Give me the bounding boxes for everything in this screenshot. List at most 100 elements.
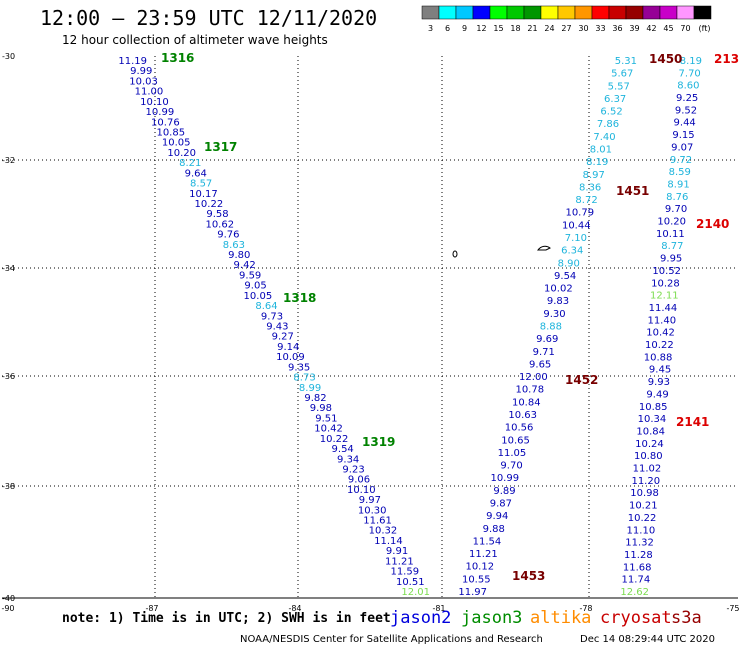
- swh-value: 10.42: [314, 424, 343, 435]
- legend-cryosat: cryosat: [600, 608, 672, 628]
- colorbar-label: 6: [445, 24, 450, 33]
- swh-value: 8.19: [680, 56, 702, 67]
- swh-value: 9.59: [239, 270, 261, 281]
- timestamp-text: Dec 14 08:29:44 UTC 2020: [580, 634, 715, 645]
- island-marker: [452, 250, 458, 258]
- colorbar-swatch: [557, 5, 576, 20]
- swh-value: 8.77: [661, 241, 683, 252]
- credit-text: NOAA/NESDIS Center for Satellite Applica…: [240, 634, 543, 645]
- colorbar-swatch: [472, 5, 491, 20]
- swh-value: 9.82: [304, 393, 326, 404]
- swh-value: 9.15: [672, 130, 694, 141]
- swh-value: 9.34: [337, 454, 359, 465]
- swh-value: 10.20: [167, 148, 196, 159]
- swh-value: 10.17: [189, 189, 218, 200]
- swh-value: 10.63: [508, 410, 537, 421]
- colorbar-label: 33: [595, 24, 605, 33]
- swh-value: 10.85: [639, 402, 668, 413]
- swh-value: 9.58: [206, 209, 228, 220]
- swh-value: 11.14: [374, 536, 403, 547]
- colorbar-swatch: [642, 5, 661, 20]
- swh-value: 7.86: [597, 119, 619, 130]
- swh-value: 10.85: [156, 128, 185, 139]
- swh-value: 8.73: [293, 373, 315, 384]
- swh-value: 9.44: [674, 118, 696, 129]
- swh-value: 9.64: [185, 168, 207, 179]
- swh-value: 9.25: [676, 93, 698, 104]
- colorbar-swatch: [421, 5, 440, 20]
- swh-value: 10.22: [628, 513, 657, 524]
- lon-tick-label: -90: [1, 604, 14, 613]
- swh-value: 9.69: [536, 334, 558, 345]
- legend-altika: altika: [530, 608, 592, 628]
- swh-value: 9.51: [315, 413, 337, 424]
- swh-value: 8.90: [558, 258, 580, 269]
- colorbar-label: 27: [561, 24, 571, 33]
- swh-value: 10.52: [652, 266, 681, 277]
- swh-value: 11.00: [135, 87, 164, 98]
- colorbar-swatch: [591, 5, 610, 20]
- lon-tick-label: -84: [288, 604, 301, 613]
- lat-tick-label: -34: [2, 264, 15, 273]
- colorbar-swatch: [540, 5, 559, 20]
- colorbar-swatch: [693, 5, 712, 20]
- swh-value: 9.35: [288, 362, 310, 373]
- swh-value: 10.21: [629, 501, 658, 512]
- swh-value: 6.34: [561, 246, 583, 257]
- swh-value: 10.20: [657, 217, 686, 228]
- swh-value: 9.70: [665, 204, 687, 215]
- colorbar-label: 9: [462, 24, 467, 33]
- colorbar-label: (ft): [698, 24, 710, 33]
- swh-value: 11.44: [649, 303, 678, 314]
- swh-value: 9.43: [266, 322, 288, 333]
- swh-value: 10.22: [195, 199, 224, 210]
- swh-value: 9.54: [332, 444, 354, 455]
- swh-value: 11.28: [624, 550, 653, 561]
- swh-value: 10.44: [562, 220, 591, 231]
- colorbar-label: 30: [578, 24, 588, 33]
- colorbar-swatch: [523, 5, 542, 20]
- swh-value: 8.91: [667, 180, 689, 191]
- colorbar-label: 36: [612, 24, 622, 33]
- swh-value: 11.59: [390, 567, 419, 578]
- swh-value: 8.99: [299, 383, 321, 394]
- pass-label: 1318: [283, 291, 316, 305]
- swh-value: 8.88: [540, 322, 562, 333]
- swh-value: 9.95: [660, 254, 682, 265]
- swh-value: 7.70: [679, 68, 701, 79]
- swh-value: 9.45: [649, 365, 671, 376]
- swh-value: 10.22: [320, 434, 349, 445]
- swh-value: 11.32: [625, 538, 654, 549]
- swh-value: 9.89: [493, 486, 515, 497]
- colorbar-label: 3: [428, 24, 433, 33]
- swh-value: 10.42: [646, 328, 675, 339]
- swh-value: 9.94: [486, 511, 508, 522]
- colorbar-swatch: [574, 5, 593, 20]
- lat-tick-label: -32: [2, 156, 15, 165]
- legend-s3a: s3a: [671, 608, 702, 628]
- swh-value: 8.36: [579, 182, 601, 193]
- swh-value: 9.05: [244, 281, 266, 292]
- pass-label: 1316: [161, 51, 194, 65]
- swh-value: 9.54: [554, 271, 576, 282]
- swh-value: 10.09: [276, 352, 305, 363]
- colorbar-swatch: [659, 5, 678, 20]
- swh-value: 12.01: [401, 587, 430, 598]
- swh-value: 10.02: [544, 284, 573, 295]
- swh-value: 8.60: [677, 81, 699, 92]
- swh-value: 10.10: [140, 97, 169, 108]
- island-marker: [536, 245, 551, 251]
- swh-value: 11.54: [473, 536, 502, 547]
- swh-value: 12.00: [519, 372, 548, 383]
- lat-tick-label: -38: [2, 482, 15, 491]
- colorbar-label: 12: [476, 24, 486, 33]
- colorbar-swatch: [489, 5, 508, 20]
- axis-ticks: -90 -87 -84 -81 -78 -75 -30 -32 -34 -36 -38 -40: [1, 52, 739, 613]
- swh-value: 10.62: [205, 219, 234, 230]
- colorbar-swatch: [455, 5, 474, 20]
- lon-tick-label: -87: [145, 604, 158, 613]
- swh-value: 9.23: [342, 465, 364, 476]
- swh-value: 8.19: [586, 157, 608, 168]
